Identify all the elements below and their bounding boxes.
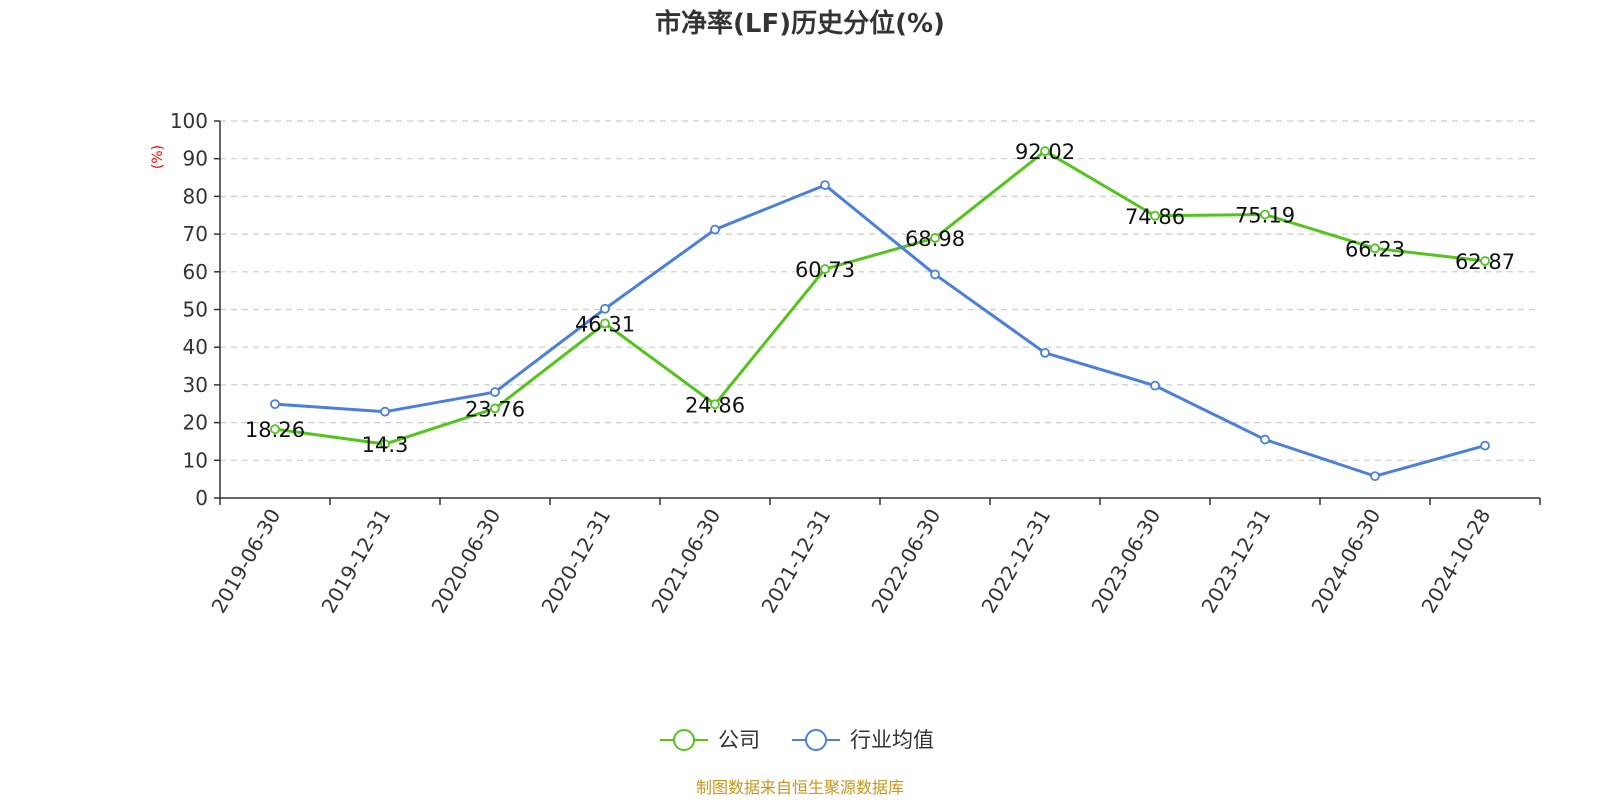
y-tick-label: 30 bbox=[183, 373, 208, 397]
data-label: 18.26 bbox=[245, 418, 305, 442]
y-tick-label: 20 bbox=[183, 411, 208, 435]
data-point bbox=[1150, 380, 1160, 391]
series-line-industry-average bbox=[274, 183, 1486, 478]
grid-lines bbox=[220, 120, 1540, 461]
data-point bbox=[600, 318, 610, 329]
data-label: 68.98 bbox=[905, 227, 965, 251]
data-point bbox=[600, 303, 610, 314]
y-tick-label: 40 bbox=[183, 335, 208, 359]
data-source-footer: 制图数据来自恒生聚源数据库 bbox=[696, 778, 904, 797]
data-point bbox=[1480, 256, 1490, 266]
data-label: 14.3 bbox=[362, 433, 409, 457]
data-point bbox=[1480, 440, 1490, 451]
legend-item-company[interactable]: 公司 bbox=[660, 728, 760, 752]
data-label: 62.87 bbox=[1455, 250, 1515, 274]
data-point bbox=[930, 269, 940, 280]
data-point bbox=[1260, 209, 1270, 220]
x-tick-label: 2023-12-31 bbox=[1196, 505, 1275, 618]
data-label: 92.02 bbox=[1015, 140, 1075, 164]
x-tick-label: 2020-06-30 bbox=[426, 505, 505, 618]
legend: 公司 行业均值 bbox=[660, 728, 934, 752]
x-tick-label: 2024-06-30 bbox=[1306, 505, 1385, 618]
y-axis-unit-label: (%) bbox=[150, 145, 166, 169]
y-tick-label: 100 bbox=[170, 109, 208, 133]
series-lines bbox=[270, 146, 1490, 482]
x-tick-label: 2019-06-30 bbox=[206, 505, 285, 618]
data-point bbox=[930, 233, 940, 243]
data-point bbox=[710, 399, 720, 410]
y-tick-label: 10 bbox=[183, 448, 208, 472]
x-tick-label: 2021-06-30 bbox=[646, 505, 725, 618]
data-label: 24.86 bbox=[685, 393, 745, 417]
data-point bbox=[490, 403, 500, 414]
x-tick-label: 2021-12-31 bbox=[756, 505, 835, 618]
data-label: 66.23 bbox=[1345, 237, 1405, 261]
data-label: 23.76 bbox=[465, 397, 525, 421]
y-tick-label: 90 bbox=[183, 147, 208, 171]
data-point bbox=[270, 424, 280, 435]
data-point bbox=[820, 264, 830, 274]
data-label: 74.86 bbox=[1125, 205, 1185, 229]
data-point bbox=[1370, 243, 1380, 254]
x-tick-label: 2020-12-31 bbox=[536, 505, 615, 618]
data-point bbox=[490, 387, 500, 397]
data-point bbox=[1150, 210, 1160, 221]
x-tick-label: 2022-06-30 bbox=[866, 505, 945, 618]
y-tick-label: 50 bbox=[183, 298, 208, 322]
y-tick-label: 80 bbox=[183, 184, 208, 208]
legend-label-industry-average: 行业均值 bbox=[850, 728, 934, 752]
chart-title: 市净率(LF)历史分位(%) bbox=[655, 8, 945, 39]
data-label: 60.73 bbox=[795, 258, 855, 282]
legend-circle-icon bbox=[805, 729, 827, 751]
data-point bbox=[1040, 347, 1050, 358]
data-point bbox=[380, 439, 390, 449]
legend-item-industry-average[interactable]: 行业均值 bbox=[792, 728, 934, 752]
data-label: 46.31 bbox=[575, 312, 635, 336]
data-point bbox=[1040, 146, 1050, 156]
x-tick-label: 2022-12-31 bbox=[976, 505, 1055, 618]
y-tick-label: 60 bbox=[183, 260, 208, 284]
legend-circle-icon bbox=[673, 729, 695, 751]
data-point bbox=[270, 399, 280, 410]
data-point bbox=[1370, 471, 1380, 482]
data-point bbox=[380, 406, 390, 417]
data-point bbox=[710, 224, 720, 235]
data-point bbox=[1260, 434, 1270, 445]
y-tick-label: 0 bbox=[195, 486, 208, 510]
data-label: 75.19 bbox=[1235, 204, 1295, 228]
x-tick-label: 2023-06-30 bbox=[1086, 505, 1165, 618]
x-tick-label: 2024-10-28 bbox=[1416, 505, 1495, 618]
x-tick-label: 2019-12-31 bbox=[316, 505, 395, 618]
data-labels: 18.26 14.3 23.76 46.31 24.86 60.73 68.98 92.02 7… bbox=[245, 140, 1515, 457]
axes: 0 10 20 30 40 50 60 70 80 90 100 2019-06-30 2019-12-… bbox=[170, 109, 1541, 618]
y-tick-label: 70 bbox=[183, 222, 208, 246]
series-line-company bbox=[274, 149, 1486, 446]
legend-label-company: 公司 bbox=[718, 728, 760, 752]
data-point bbox=[820, 180, 830, 190]
